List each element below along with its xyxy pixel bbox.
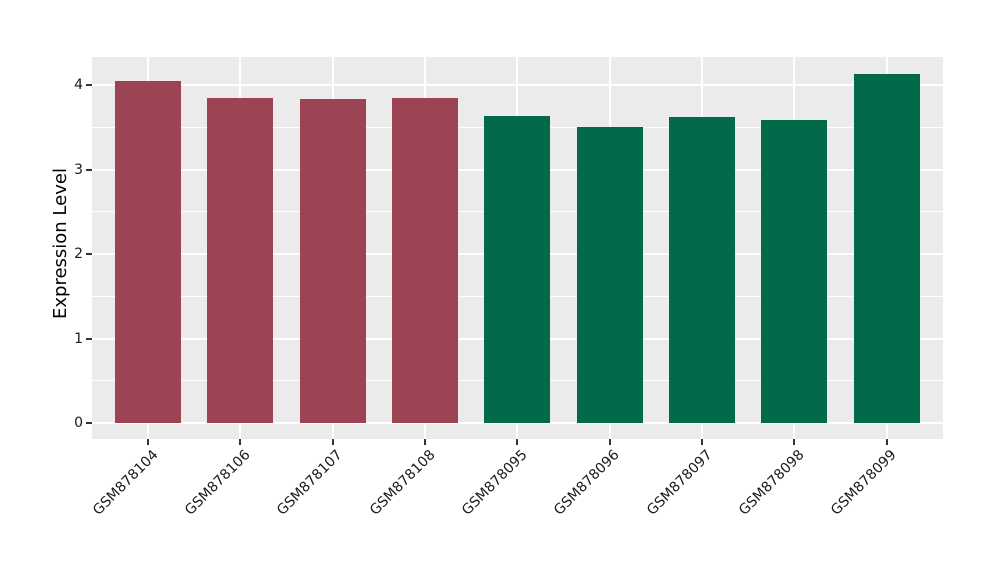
- x-tick-mark: [700, 439, 703, 445]
- x-tick-mark: [793, 439, 796, 445]
- y-axis-title: Expression Level: [50, 168, 71, 319]
- bar: [391, 97, 458, 423]
- y-tick-label: 3: [74, 161, 83, 178]
- bar: [668, 117, 735, 423]
- x-tick-mark: [147, 439, 149, 445]
- x-tick-mark: [423, 439, 426, 445]
- y-tick-mark: [86, 337, 92, 340]
- x-tick-mark: [608, 439, 611, 445]
- bar: [299, 98, 366, 423]
- x-tick-mark: [331, 439, 334, 445]
- y-tick-mark: [86, 84, 92, 86]
- x-tick-mark: [516, 439, 519, 445]
- bar: [576, 127, 643, 423]
- y-tick-mark: [86, 168, 92, 171]
- x-tick-mark: [885, 439, 888, 445]
- y-tick-mark: [86, 253, 92, 255]
- x-tick-label-text: GSM878104: [89, 447, 162, 519]
- x-tick-label-text: GSM878106: [182, 447, 254, 519]
- x-tick-label-text: GSM878097: [643, 447, 716, 519]
- x-tick-label-text: GSM878099: [828, 447, 900, 519]
- bar: [207, 97, 274, 423]
- x-tick-label-text: GSM878098: [736, 447, 808, 519]
- bar: [853, 74, 920, 423]
- bar: [115, 80, 181, 423]
- bar: [484, 116, 551, 423]
- x-tick-label-text: GSM878096: [551, 447, 623, 519]
- y-tick-label: 2: [74, 246, 83, 262]
- y-tick-label: 0: [74, 415, 83, 431]
- y-tick-label: 1: [74, 330, 83, 347]
- bar: [761, 119, 828, 423]
- x-tick-label-text: GSM878108: [366, 447, 439, 519]
- x-tick-mark: [239, 439, 242, 445]
- y-tick-label: 4: [74, 77, 83, 93]
- x-tick-label-text: GSM878095: [459, 447, 531, 519]
- y-tick-mark: [86, 422, 92, 424]
- x-tick-label-text: GSM878107: [274, 447, 346, 519]
